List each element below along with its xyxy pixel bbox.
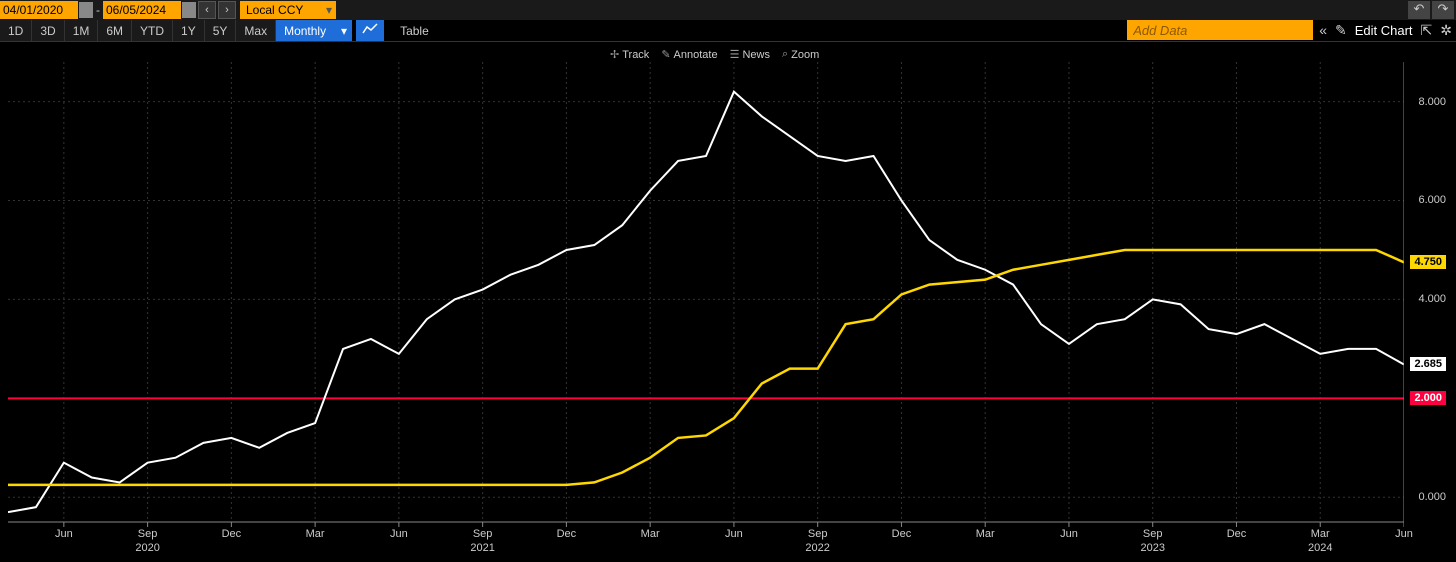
- range-button-6m[interactable]: 6M: [98, 20, 132, 41]
- chart-tool-track[interactable]: ✢Track: [610, 48, 649, 61]
- series-white_line: [8, 92, 1404, 512]
- frequency-select[interactable]: Monthly: [276, 20, 352, 41]
- range-button-1d[interactable]: 1D: [0, 20, 32, 41]
- x-tick-label: Dec: [222, 528, 242, 540]
- x-tick-label: Mar: [306, 528, 325, 540]
- x-tick-label: Mar: [1311, 528, 1330, 540]
- range-button-ytd[interactable]: YTD: [132, 20, 173, 41]
- calendar-icon[interactable]: [79, 2, 93, 18]
- date-prev-button[interactable]: ‹: [198, 1, 216, 19]
- x-tick-label: Sep: [138, 528, 158, 540]
- x-year-label: 2023: [1140, 542, 1164, 554]
- collapse-icon[interactable]: «: [1317, 22, 1329, 38]
- x-tick-label: Jun: [1395, 528, 1413, 540]
- y-tick-label: 4.000: [1418, 293, 1446, 305]
- x-tick-label: Jun: [390, 528, 408, 540]
- top-toolbar: - ‹ › Local CCY ↶ ↷: [0, 0, 1456, 20]
- chart-tool-annotate[interactable]: ✎Annotate: [661, 48, 717, 61]
- x-tick-label: Dec: [892, 528, 912, 540]
- chart-plot[interactable]: [8, 42, 1404, 562]
- chart-tools: ✢Track ✎Annotate ☰News ⌕Zoom: [610, 48, 819, 61]
- chart-tool-zoom[interactable]: ⌕Zoom: [782, 48, 819, 61]
- export-icon[interactable]: ⇱: [1419, 22, 1435, 39]
- redo-button[interactable]: ↷: [1432, 1, 1454, 19]
- undo-button[interactable]: ↶: [1408, 1, 1430, 19]
- range-toolbar: 1D3D1M6MYTD1Y5YMax Monthly Table « ✎ Edi…: [0, 20, 1456, 42]
- x-tick-label: Mar: [976, 528, 995, 540]
- add-data-input[interactable]: [1127, 20, 1313, 40]
- range-button-3d[interactable]: 3D: [32, 20, 64, 41]
- currency-select[interactable]: Local CCY: [240, 1, 336, 19]
- range-button-max[interactable]: Max: [236, 20, 276, 41]
- edit-chart-label[interactable]: Edit Chart: [1353, 23, 1415, 38]
- x-tick-label: Sep: [1143, 528, 1163, 540]
- value-tag: 4.750: [1410, 255, 1446, 269]
- y-tick-label: 8.000: [1418, 96, 1446, 108]
- value-tag: 2.685: [1410, 357, 1446, 371]
- date-separator: -: [93, 3, 103, 17]
- y-tick-label: 6.000: [1418, 194, 1446, 206]
- news-icon: ☰: [730, 48, 740, 61]
- table-button[interactable]: Table: [390, 20, 439, 41]
- x-tick-label: Jun: [725, 528, 743, 540]
- x-year-label: 2021: [470, 542, 494, 554]
- chart-type-button[interactable]: [356, 20, 384, 41]
- pencil-icon[interactable]: ✎: [1333, 22, 1349, 39]
- series-yellow_line: [8, 250, 1404, 485]
- range-button-1y[interactable]: 1Y: [173, 20, 205, 41]
- x-year-label: 2022: [805, 542, 829, 554]
- x-tick-label: Jun: [55, 528, 73, 540]
- date-start-input[interactable]: [0, 1, 78, 19]
- zoom-icon: ⌕: [782, 48, 788, 61]
- x-tick-label: Dec: [557, 528, 577, 540]
- range-button-5y[interactable]: 5Y: [205, 20, 237, 41]
- gear-icon[interactable]: ✲: [1438, 22, 1454, 39]
- x-tick-label: Dec: [1227, 528, 1247, 540]
- date-next-button[interactable]: ›: [218, 1, 236, 19]
- x-year-label: 2020: [135, 542, 159, 554]
- track-icon: ✢: [610, 48, 619, 61]
- chart-tool-news[interactable]: ☰News: [730, 48, 770, 61]
- x-tick-label: Jun: [1060, 528, 1078, 540]
- value-tag: 2.000: [1410, 391, 1446, 405]
- y-tick-label: 0.000: [1418, 491, 1446, 503]
- annotate-icon: ✎: [661, 48, 670, 61]
- calendar-icon[interactable]: [182, 2, 196, 18]
- line-chart-icon: [362, 23, 378, 35]
- chart-area: ✢Track ✎Annotate ☰News ⌕Zoom 0.000 2.000 4.00…: [0, 42, 1456, 562]
- y-axis: 0.0002.0004.0006.0008.0004.7502.6852.000: [1402, 42, 1446, 562]
- range-button-1m[interactable]: 1M: [65, 20, 99, 41]
- x-tick-label: Sep: [473, 528, 493, 540]
- x-year-label: 2024: [1308, 542, 1332, 554]
- date-end-input[interactable]: [103, 1, 181, 19]
- x-tick-label: Mar: [641, 528, 660, 540]
- x-tick-label: Sep: [808, 528, 828, 540]
